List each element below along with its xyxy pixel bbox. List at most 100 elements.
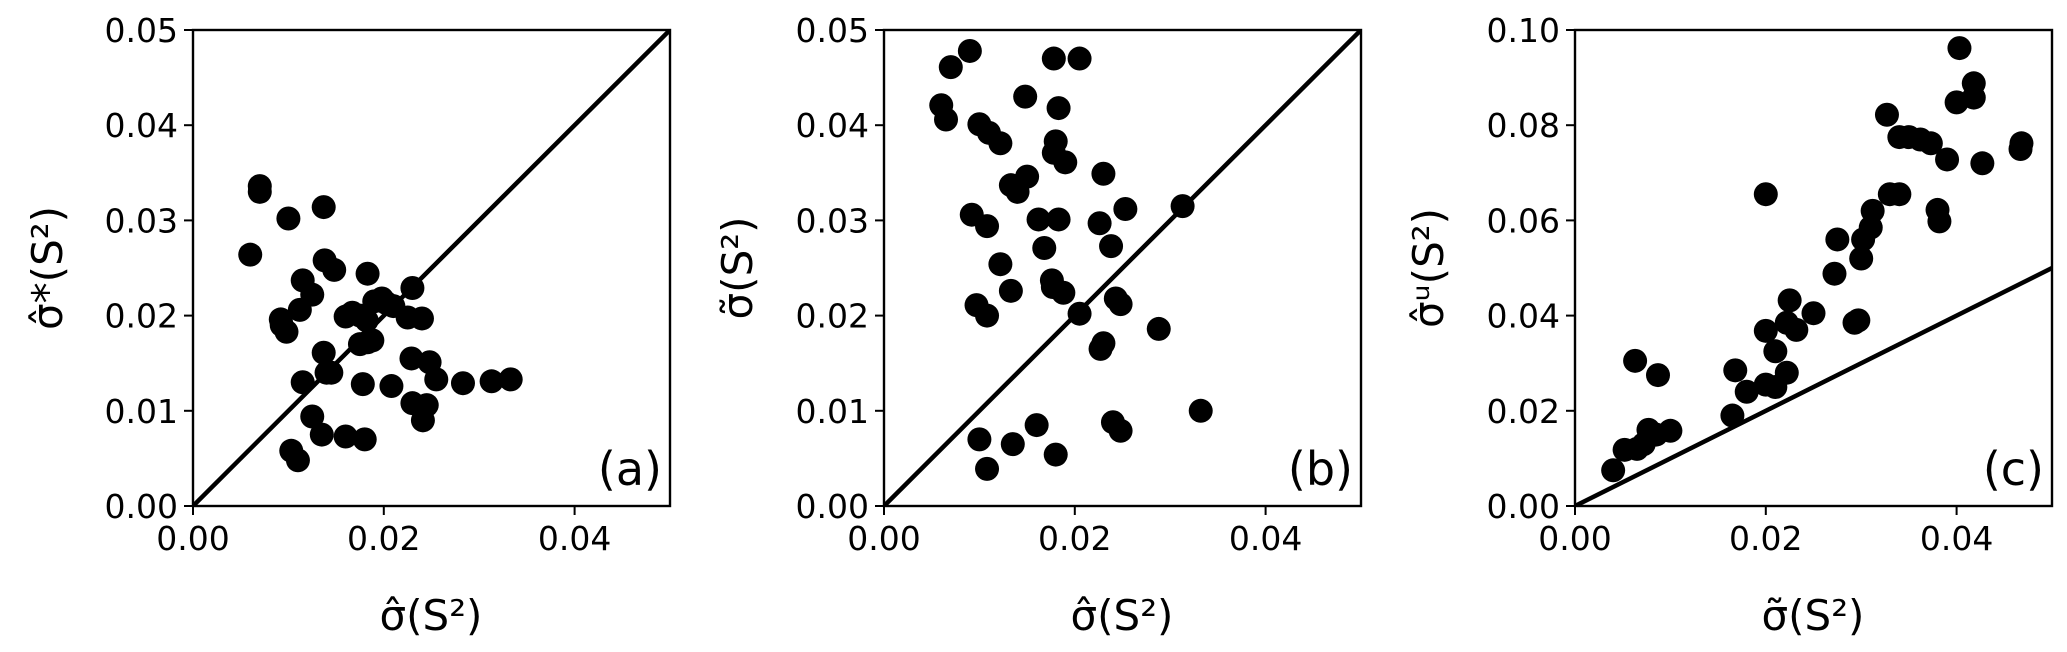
panel-c-y-axis-label: σ̂ᵘ(S²): [1404, 208, 1453, 328]
panel-b-data-point: [1146, 316, 1171, 341]
panel-a-data-point: [409, 306, 434, 331]
panel-b-data-point: [1108, 292, 1133, 317]
panel-c-data-point: [1774, 360, 1799, 385]
panel-c-plot-area: [1575, 36, 2052, 506]
panel-b-data-point: [1053, 150, 1078, 175]
panel-a-x-tick-label: 0.00: [156, 519, 229, 558]
panel-c-data-point: [1935, 147, 1960, 172]
panel-b-data-point: [988, 131, 1013, 156]
panel-c-x-axis-label: σ̃(S²): [1762, 591, 1865, 640]
panel-c-data-point: [1645, 363, 1670, 388]
panel-b-data-point: [967, 427, 992, 452]
panel-c-data-point: [1947, 36, 1972, 61]
panel-b-x-tick-label: 0.04: [1229, 519, 1302, 558]
panel-c-data-point: [1753, 318, 1778, 343]
panel-b-label: (b): [1288, 442, 1353, 496]
panel-b-data-point: [1091, 161, 1116, 186]
panel-c-data-point: [1874, 102, 1899, 127]
panel-c-data-point: [1763, 339, 1788, 364]
panel-b-data-point: [1099, 234, 1124, 259]
panel-b-x-ticks: 0.00 0.02 0.04: [847, 506, 1302, 558]
panel-b: 0.00 0.02 0.04 0.00 0.01 0.02 0.03 0.04 0.05 (b…: [713, 11, 1363, 640]
panel-c-y-tick-label: 0.00: [1487, 487, 1560, 526]
panel-c-data-point: [1825, 227, 1850, 252]
panel-a-data-point: [309, 422, 334, 447]
panel-b-x-tick-label: 0.02: [1038, 519, 1111, 558]
panel-a-y-tick-label: 0.01: [105, 392, 178, 431]
panel-b-y-tick-label: 0.01: [796, 392, 869, 431]
panel-b-data-point: [1051, 280, 1076, 305]
panel-b-data-point: [1188, 398, 1213, 423]
panel-c-data-point: [1723, 358, 1748, 383]
panel-a-y-tick-label: 0.03: [105, 201, 178, 240]
panel-c-data-point: [1801, 301, 1826, 326]
panel-c-data-point: [1918, 131, 1943, 156]
panel-b-frame: [882, 28, 1363, 508]
panel-a-diagonal-line: [193, 30, 670, 506]
panel-a: 0.00 0.02 0.04 0.00 0.01 0.02 0.03 0.04 0.05 (a…: [23, 11, 672, 640]
panel-b-data-point: [1032, 236, 1057, 261]
panel-b-y-tick-label: 0.05: [796, 11, 869, 50]
panel-b-y-tick-label: 0.00: [796, 487, 869, 526]
panel-b-data-point: [1046, 96, 1071, 121]
panel-a-data-point: [322, 257, 347, 282]
panel-b-data-point: [934, 107, 959, 132]
panel-a-label: (a): [598, 442, 662, 496]
panel-a-x-axis-label: σ̂(S²): [380, 591, 483, 640]
panel-b-data-point: [1108, 418, 1133, 443]
panel-a-x-tick-label: 0.04: [538, 519, 611, 558]
panel-c-data-point: [1777, 288, 1802, 313]
panel-a-data-point: [247, 179, 272, 204]
panel-c-data-point: [1753, 182, 1778, 207]
panel-c-data-point: [1970, 151, 1995, 176]
panel-b-data-point: [1113, 196, 1138, 221]
panel-c-data-point: [1961, 71, 1986, 96]
panel-b-plot-area: [884, 30, 1361, 506]
panel-b-data-point: [1043, 442, 1068, 467]
panel-b-data-point: [975, 456, 1000, 481]
panel-b-data-point: [1087, 211, 1112, 236]
panel-a-data-point: [311, 340, 336, 365]
panel-c-y-tick-label: 0.04: [1487, 297, 1560, 336]
panel-c: 0.00 0.02 0.04 0.00 0.02 0.04 0.06 0.08 0.10 (c…: [1404, 11, 2054, 640]
panel-a-data-point: [424, 367, 449, 392]
panel-a-data-point: [269, 313, 294, 338]
panel-b-diagonal-line: [884, 30, 1361, 506]
panel-c-points: [1601, 36, 2034, 483]
panel-b-data-point: [1024, 413, 1049, 438]
panel-a-data-point: [333, 424, 358, 449]
panel-a-data-point: [379, 374, 404, 399]
panel-a-data-point: [311, 195, 336, 220]
panel-a-data-point: [319, 360, 344, 385]
panel-a-data-point: [352, 427, 377, 452]
panel-a-data-point: [350, 372, 375, 397]
panel-b-y-axis-label: σ̃(S²): [713, 217, 762, 320]
panel-a-y-tick-label: 0.00: [105, 487, 178, 526]
panel-c-data-point: [1822, 261, 1847, 286]
panel-b-data-point: [1046, 207, 1071, 232]
panel-c-data-point: [1734, 379, 1759, 404]
panel-a-data-point: [285, 448, 310, 473]
panel-a-data-point: [498, 367, 523, 392]
panel-b-y-tick-label: 0.03: [796, 201, 869, 240]
panel-c-y-tick-label: 0.10: [1487, 11, 1560, 50]
panel-c-data-point: [1784, 317, 1809, 342]
panel-b-data-point: [1088, 336, 1113, 361]
panel-b-data-point: [938, 55, 963, 80]
panel-a-y-axis-label: σ̂*(S²): [23, 206, 72, 330]
panel-a-y-tick-label: 0.02: [105, 297, 178, 336]
panel-b-data-point: [1005, 179, 1030, 204]
panel-c-y-ticks: 0.00 0.02 0.04 0.06 0.08 0.10: [1487, 11, 1575, 526]
panel-c-x-tick-label: 0.02: [1729, 519, 1802, 558]
panel-b-data-point: [1000, 432, 1025, 457]
panel-a-y-ticks: 0.00 0.01 0.02 0.03 0.04 0.05: [105, 11, 193, 526]
panel-a-y-tick-label: 0.04: [105, 106, 178, 145]
panel-c-data-point: [1887, 182, 1912, 207]
panel-c-frame: [1573, 28, 2054, 508]
panel-c-data-point: [1658, 418, 1683, 443]
panel-a-data-point: [479, 369, 504, 394]
panel-c-data-point: [1623, 348, 1648, 373]
panel-c-data-point: [1846, 308, 1871, 333]
panel-a-data-point: [287, 297, 312, 322]
